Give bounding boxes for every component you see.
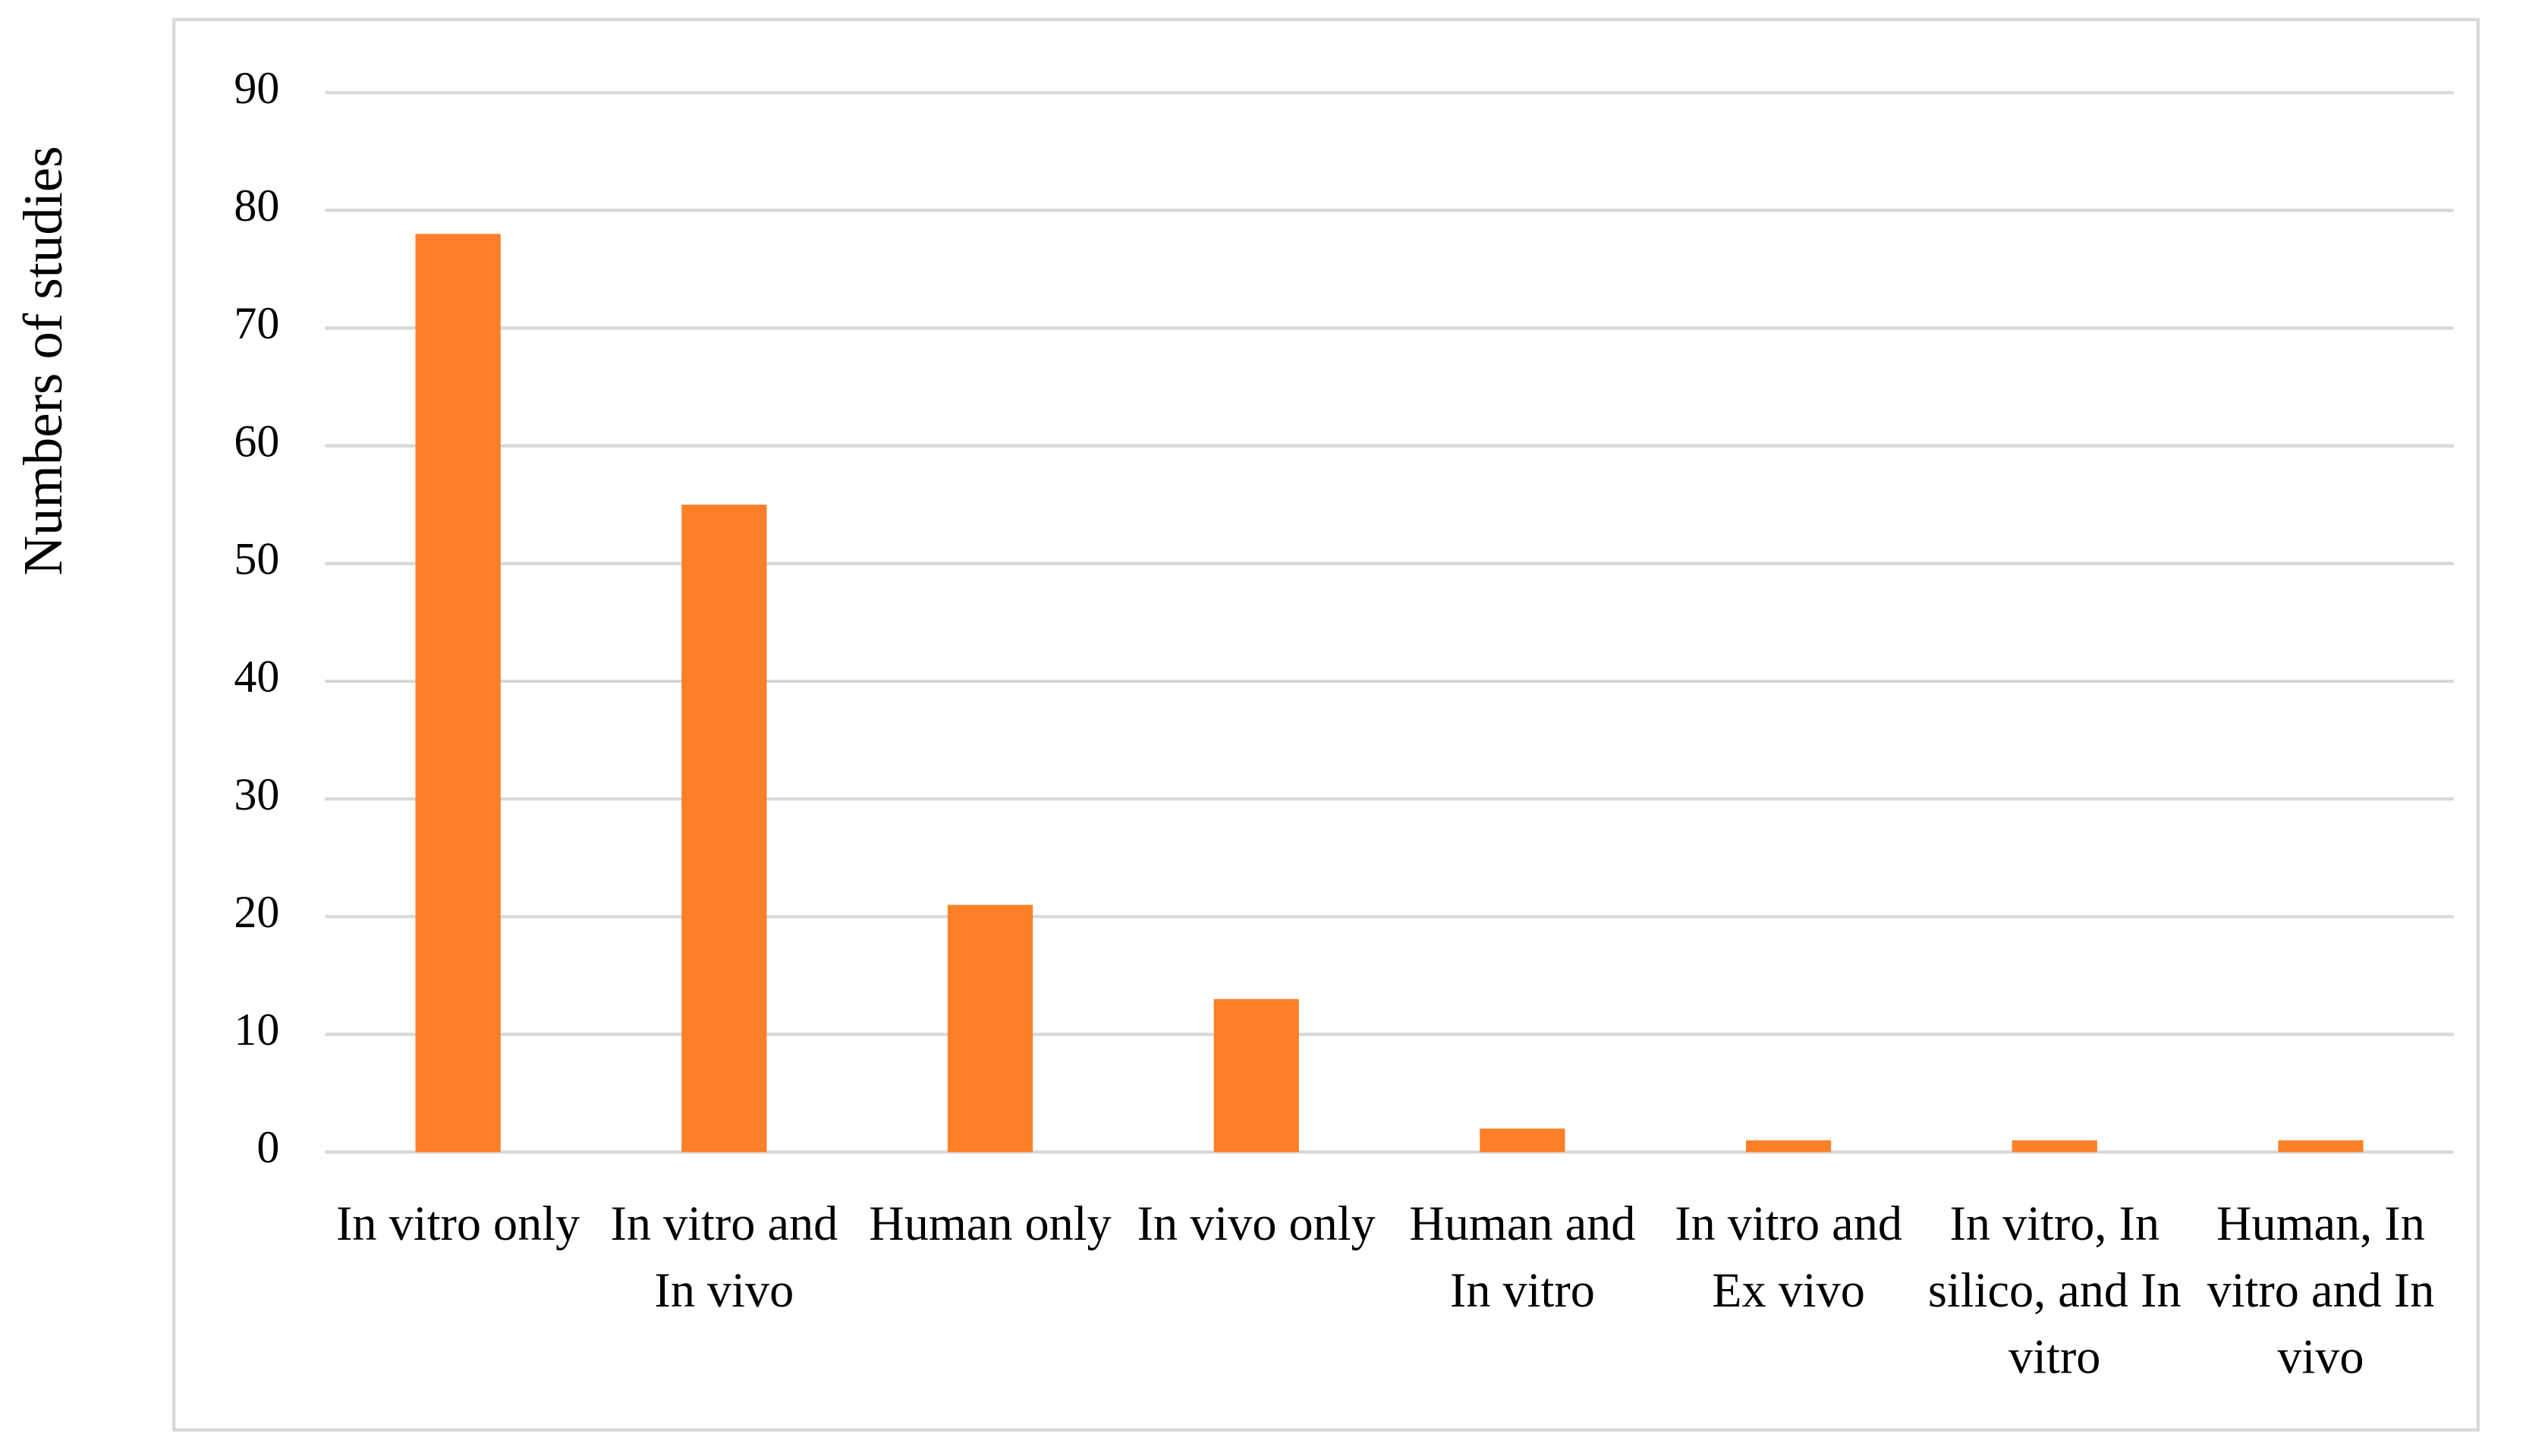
y-tick-label: 0	[256, 1122, 279, 1172]
bar	[2012, 1140, 2097, 1153]
chart-border	[172, 17, 2480, 1432]
bar	[1480, 1128, 1565, 1153]
y-tick-label: 40	[234, 652, 279, 702]
x-tick-label-box: Human and In vitro	[1409, 1197, 1636, 1318]
x-tick-label: In vitro and Ex vivo	[1675, 1197, 1902, 1318]
x-tick-label-box: In vitro, In silico, and In vitro	[1927, 1197, 2182, 1385]
x-tick-label: In vitro, In silico, and In vitro	[1927, 1197, 2182, 1385]
bar	[681, 505, 767, 1153]
x-tick-label-box: In vitro and In vivo	[610, 1197, 838, 1318]
y-tick-label: 20	[234, 887, 279, 937]
x-tick-label-box: Human only	[869, 1197, 1112, 1252]
x-tick-label-box: Human, In vitro and In vivo	[2207, 1197, 2435, 1385]
x-tick-label: Human and In vitro	[1409, 1197, 1636, 1318]
bar	[415, 234, 501, 1153]
x-tick-label-box: In vivo only	[1137, 1197, 1376, 1252]
y-tick-label: 80	[234, 181, 279, 231]
bar	[947, 904, 1033, 1153]
y-tick-label: 60	[234, 416, 279, 466]
x-tick-label: In vivo only	[1137, 1197, 1376, 1252]
y-tick-label: 70	[234, 298, 279, 348]
bar	[1745, 1140, 1832, 1153]
y-tick-label: 10	[234, 1005, 279, 1055]
x-tick-label: Human, In vitro and In vivo	[2207, 1197, 2435, 1385]
x-tick-label: In vitro only	[336, 1197, 580, 1252]
bar	[1213, 998, 1299, 1153]
y-tick-label: 50	[234, 533, 279, 583]
x-tick-label-box: In vitro and Ex vivo	[1675, 1197, 1902, 1318]
y-tick-label: 30	[234, 769, 279, 819]
x-tick-label: In vitro and In vivo	[610, 1197, 838, 1318]
bar	[2278, 1140, 2364, 1153]
x-tick-label-box: In vitro only	[336, 1197, 580, 1252]
y-tick-label: 90	[234, 63, 279, 113]
y-axis-title: Numbers of studies	[12, 146, 74, 575]
x-tick-label: Human only	[869, 1197, 1112, 1252]
